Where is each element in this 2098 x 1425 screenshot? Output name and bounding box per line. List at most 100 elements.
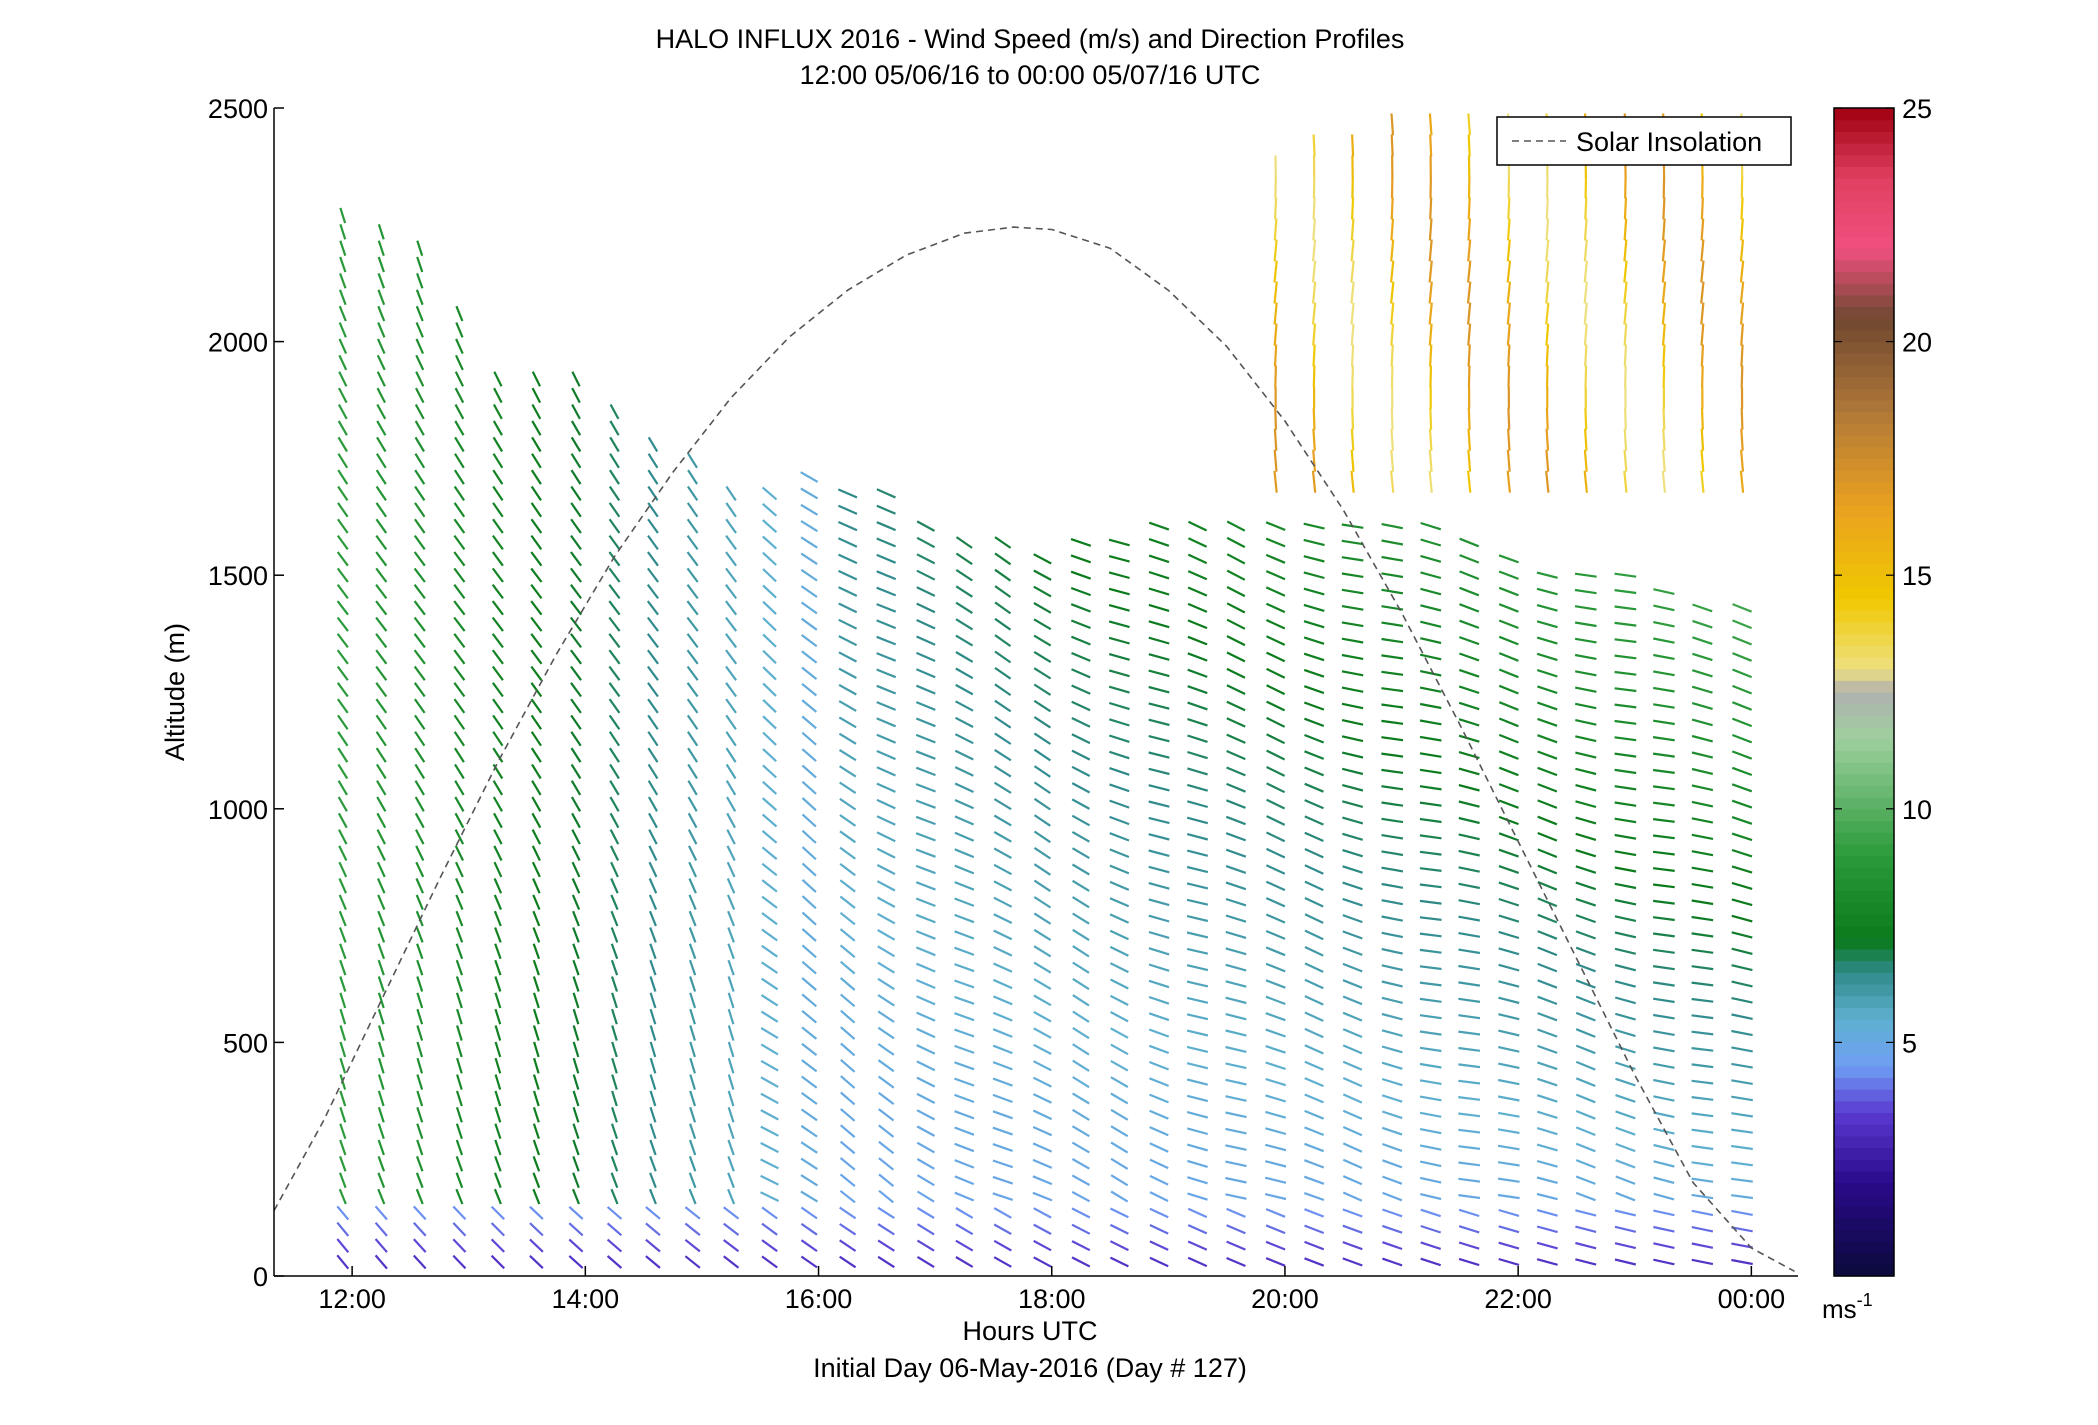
wind-arrow [1033,1223,1052,1235]
wind-arrow [994,683,1012,697]
wind-arrow [1575,1109,1596,1120]
wind-arrow [994,634,1012,647]
wind-arrow [1303,620,1325,629]
wind-arrow [1187,718,1208,727]
wind-arrow [1342,1224,1363,1234]
wind-arrow [1614,736,1637,742]
wind-arrow [415,829,425,845]
wind-arrow [1691,866,1714,873]
wind-arrow [1225,1029,1247,1037]
wind-arrow [955,601,973,615]
wind-arrow [689,1008,696,1025]
wind-arrow [993,781,1012,794]
wind-arrow [1691,1096,1714,1101]
wind-arrow [916,553,936,565]
wind-arrow [1382,1191,1403,1202]
wind-arrow [647,747,659,763]
wind-arrow [1225,1111,1247,1119]
colorbar-segment [1834,1264,1894,1277]
wind-arrow [1226,782,1246,793]
wind-arrow [572,1025,580,1041]
legend: Solar Insolation [1496,116,1792,166]
wind-arrow [800,585,818,598]
wind-arrow [761,502,778,517]
wind-arrow [606,1238,623,1253]
colorbar-frame [1833,107,1895,1277]
wind-arrow [1071,1190,1091,1203]
wind-arrow [837,488,858,499]
wind-arrow [877,1255,895,1269]
wind-arrow [1148,930,1170,939]
wind-arrow [1381,899,1404,906]
wind-arrow [413,633,426,649]
wind-arrow [1731,1046,1753,1053]
colorbar-segment [1834,948,1894,962]
wind-arrow [876,701,897,711]
wind-arrow [840,1042,856,1057]
wind-arrow-upper [1467,470,1472,493]
wind-arrow [339,207,347,224]
wind-arrow [1304,1044,1324,1055]
wind-arrow-upper [1467,134,1471,157]
wind-arrow [493,1172,502,1189]
wind-arrow [491,649,504,665]
wind-arrow-upper [1662,428,1666,451]
wind-arrow [1575,1093,1596,1104]
wind-arrow [1032,1109,1053,1121]
wind-arrow [1574,572,1597,578]
wind-arrow [1458,948,1481,955]
wind-arrow [1381,1110,1403,1120]
wind-arrow [877,1075,895,1089]
wind-arrow [954,1093,975,1104]
wind-arrow [1071,651,1091,662]
wind-arrow [1226,618,1246,630]
wind-arrow-upper [1274,197,1278,220]
wind-arrow-upper [1390,344,1394,367]
wind-arrow [1381,947,1403,955]
wind-arrow [1381,915,1404,922]
wind-arrow [1225,996,1247,1005]
wind-arrow [1148,653,1170,661]
wind-arrow [572,927,580,943]
wind-arrow [992,1192,1014,1201]
wind-arrow [529,1205,544,1220]
colorbar-segment [1834,364,1894,378]
wind-arrow [727,1123,735,1140]
wind-arrow [1265,1094,1287,1103]
wind-arrow [494,1139,502,1156]
wind-arrow [876,815,896,826]
wind-arrow [568,1238,584,1253]
wind-arrow [530,502,543,518]
wind-arrow [608,485,621,502]
wind-arrow [608,584,621,600]
wind-arrow [761,830,778,844]
wind-arrow [453,731,466,747]
wind-arrow [494,927,502,943]
wind-arrow-upper [1312,365,1316,388]
wind-arrow [1304,717,1325,728]
wind-arrow [1536,1209,1558,1217]
wind-arrow [1265,897,1286,908]
wind-arrow [571,861,581,878]
wind-arrow [876,603,897,613]
wind-arrow [1419,1062,1442,1069]
wind-arrow [1537,783,1558,793]
wind-arrow [1264,1193,1287,1201]
wind-arrow [1498,996,1520,1005]
wind-arrow [1652,899,1675,905]
wind-arrow [1108,653,1130,661]
wind-arrow [1108,701,1130,711]
wind-arrow [375,665,388,681]
wind-arrow-upper [1507,407,1511,430]
wind-arrow-upper [1506,239,1511,262]
wind-arrow [1341,686,1364,693]
wind-arrow [993,863,1013,876]
wind-arrow [376,878,386,894]
wind-arrow [954,881,975,891]
wind-arrow [1382,1159,1403,1169]
wind-arrow [375,485,387,502]
wind-arrow [688,845,698,861]
wind-arrow [686,534,699,551]
wind-arrow [611,992,618,1009]
